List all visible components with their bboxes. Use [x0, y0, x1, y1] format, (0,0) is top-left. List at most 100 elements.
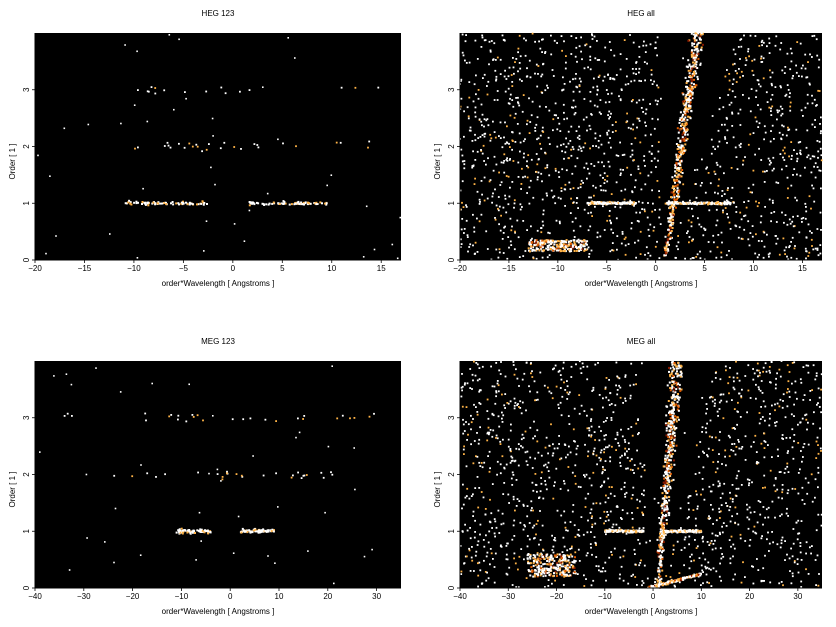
count-pixel: [546, 245, 549, 247]
count-pixel: [645, 125, 647, 127]
count-pixel: [757, 569, 760, 571]
count-pixel: [581, 58, 583, 61]
count-pixel: [564, 521, 567, 524]
count-pixel: [650, 69, 653, 71]
count-pixel: [194, 532, 196, 534]
count-pixel: [609, 492, 612, 495]
count-pixel: [600, 189, 603, 192]
count-pixel: [550, 392, 553, 395]
count-pixel: [752, 132, 755, 134]
count-pixel: [558, 246, 560, 249]
count-pixel: [532, 246, 535, 249]
count-pixel: [797, 571, 800, 574]
count-pixel: [703, 202, 706, 205]
count-pixel: [590, 202, 593, 205]
count-pixel: [807, 364, 810, 367]
count-pixel: [498, 425, 501, 428]
count-pixel: [596, 85, 599, 88]
count-pixel: [813, 200, 816, 203]
count-pixel: [611, 553, 613, 556]
count-pixel: [671, 377, 674, 379]
count-pixel: [487, 541, 490, 544]
count-pixel: [461, 33, 464, 36]
count-pixel: [604, 561, 607, 564]
count-pixel: [700, 201, 703, 204]
count-pixel: [682, 113, 684, 116]
count-pixel: [477, 562, 479, 565]
count-pixel: [599, 174, 602, 177]
count-pixel: [677, 180, 680, 183]
count-pixel: [461, 154, 464, 157]
count-pixel: [528, 241, 531, 244]
count-pixel: [546, 239, 549, 242]
count-pixel: [113, 561, 115, 564]
count-pixel: [739, 58, 741, 60]
count-pixel: [769, 381, 772, 384]
count-pixel: [212, 135, 214, 137]
count-pixel: [799, 153, 802, 156]
count-pixel: [749, 133, 752, 136]
count-pixel: [607, 514, 610, 516]
count-pixel: [669, 472, 672, 475]
count-pixel: [694, 473, 697, 475]
count-pixel: [674, 418, 677, 421]
count-pixel: [794, 245, 796, 247]
count-pixel: [682, 200, 684, 203]
count-pixel: [799, 545, 802, 547]
count-pixel: [720, 251, 723, 254]
count-pixel: [748, 518, 751, 521]
count-pixel: [683, 130, 686, 133]
count-pixel: [472, 462, 475, 465]
count-pixel: [817, 254, 820, 257]
count-pixel: [594, 363, 597, 366]
count-pixel: [673, 463, 676, 466]
count-pixel: [672, 426, 675, 429]
count-pixel: [525, 361, 528, 364]
count-pixel: [513, 404, 516, 407]
count-pixel: [507, 402, 510, 405]
count-pixel: [200, 540, 202, 542]
count-pixel: [624, 400, 627, 402]
count-pixel: [557, 117, 559, 119]
count-pixel: [535, 243, 538, 246]
count-pixel: [774, 86, 777, 88]
count-pixel: [570, 245, 572, 248]
count-pixel: [180, 527, 183, 530]
count-pixel: [561, 168, 564, 171]
count-pixel: [316, 203, 319, 205]
count-pixel: [487, 577, 490, 580]
count-pixel: [528, 97, 530, 100]
count-pixel: [702, 552, 704, 555]
count-pixel: [802, 456, 804, 458]
count-pixel: [781, 124, 783, 127]
count-pixel: [295, 145, 297, 148]
count-pixel: [669, 413, 671, 416]
count-pixel: [582, 118, 585, 121]
count-pixel: [585, 248, 588, 251]
count-pixel: [752, 74, 755, 76]
count-pixel: [665, 414, 668, 417]
count-pixel: [776, 237, 779, 240]
count-pixel: [562, 584, 565, 586]
count-pixel: [541, 243, 544, 246]
count-pixel: [627, 126, 630, 129]
count-pixel: [630, 458, 633, 461]
count-pixel: [645, 541, 648, 544]
count-pixel: [506, 558, 509, 561]
count-pixel: [743, 201, 745, 203]
count-pixel: [674, 372, 677, 375]
count-pixel: [192, 529, 195, 532]
count-pixel: [558, 240, 561, 243]
count-pixel: [675, 367, 678, 370]
count-pixel: [770, 130, 772, 132]
x-tick-label: 10: [275, 592, 284, 601]
count-pixel: [635, 73, 637, 75]
count-pixel: [570, 376, 573, 378]
count-pixel: [811, 500, 814, 503]
count-pixel: [594, 205, 596, 208]
count-pixel: [233, 223, 236, 225]
count-pixel: [668, 512, 671, 515]
count-pixel: [522, 503, 525, 506]
count-pixel: [629, 384, 632, 387]
count-pixel: [614, 130, 617, 132]
